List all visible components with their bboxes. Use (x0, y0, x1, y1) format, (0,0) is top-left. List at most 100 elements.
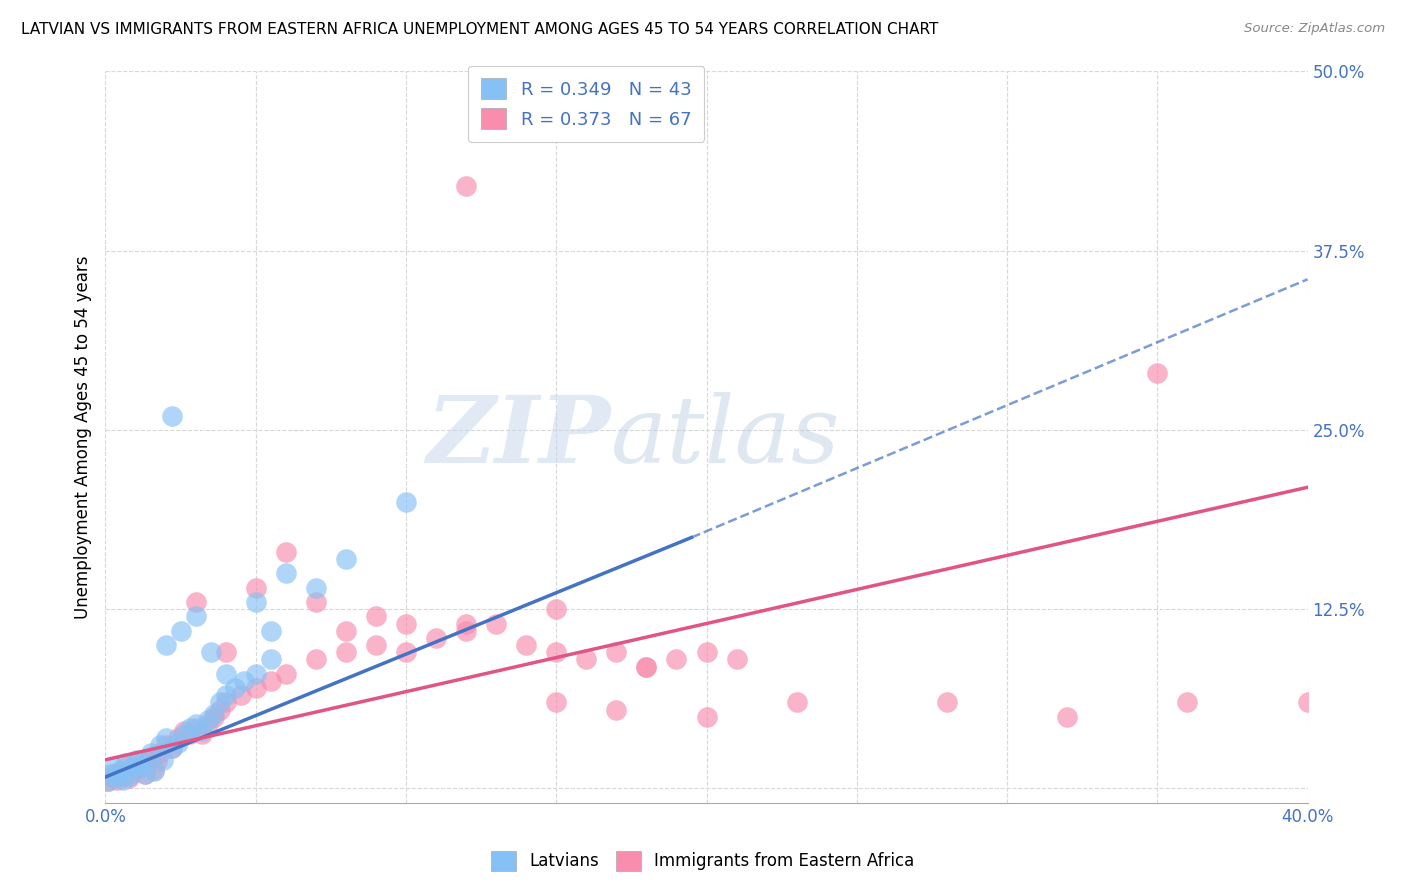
Point (128, 760, 150, 774)
Point (229, 688, 252, 702)
Point (274, 545, 297, 559)
Point (197, 713, 219, 727)
Point (139, 750, 162, 764)
Point (115, 760, 138, 774)
Legend: Latvians, Immigrants from Eastern Africa: Latvians, Immigrants from Eastern Africa (484, 842, 922, 880)
Point (184, 609, 207, 624)
Point (224, 681, 246, 695)
Point (786, 695, 808, 709)
Point (245, 595, 267, 609)
Point (148, 746, 170, 760)
Point (103, 767, 125, 781)
Point (124, 756, 146, 770)
Point (395, 616, 418, 631)
Point (142, 763, 165, 777)
Point (107, 770, 129, 784)
Point (121, 765, 143, 780)
Point (155, 739, 177, 753)
Point (136, 753, 159, 767)
Text: LATVIAN VS IMMIGRANTS FROM EASTERN AFRICA UNEMPLOYMENT AMONG AGES 45 TO 54 YEARS: LATVIAN VS IMMIGRANTS FROM EASTERN AFRIC… (21, 22, 938, 37)
Text: Source: ZipAtlas.com: Source: ZipAtlas.com (1244, 22, 1385, 36)
Point (145, 754, 167, 768)
Point (173, 727, 195, 741)
Point (245, 581, 267, 595)
Point (515, 638, 537, 652)
Point (208, 695, 231, 709)
Point (665, 652, 688, 666)
Point (305, 581, 328, 595)
Point (112, 768, 135, 782)
Point (190, 724, 212, 739)
Point (395, 645, 418, 659)
Point (118, 768, 141, 782)
Point (274, 666, 297, 681)
Point (184, 721, 207, 735)
Y-axis label: Unemployment Among Ages 45 to 54 years: Unemployment Among Ages 45 to 54 years (73, 255, 91, 619)
Point (131, 756, 153, 770)
Point (100, 770, 122, 784)
Point (260, 624, 283, 638)
Point (364, 638, 387, 652)
Point (232, 673, 254, 688)
Point (454, 624, 477, 638)
Point (139, 746, 162, 760)
Point (155, 638, 177, 652)
Point (103, 760, 125, 774)
Point (335, 552, 357, 566)
Point (696, 710, 718, 724)
Point (112, 772, 135, 787)
Point (546, 645, 568, 659)
Point (1296, 695, 1319, 709)
Point (142, 764, 165, 779)
Point (184, 595, 207, 609)
Point (107, 772, 129, 787)
Point (214, 645, 236, 659)
Point (605, 645, 627, 659)
Point (696, 645, 718, 659)
Point (173, 724, 195, 739)
Point (208, 702, 231, 716)
Point (214, 666, 236, 681)
Point (115, 756, 138, 770)
Point (245, 666, 267, 681)
Point (134, 767, 156, 781)
Point (160, 741, 183, 756)
Point (97, 774, 120, 789)
Point (260, 673, 283, 688)
Point (200, 645, 222, 659)
Point (636, 659, 658, 673)
Point (546, 695, 568, 709)
Text: ZIP: ZIP (426, 392, 610, 482)
Point (454, 179, 477, 194)
Point (131, 758, 153, 772)
Point (197, 717, 219, 731)
Point (202, 706, 225, 721)
Point (485, 616, 508, 631)
Point (214, 695, 236, 709)
Point (128, 761, 150, 775)
Point (166, 731, 188, 746)
Point (214, 688, 236, 702)
Point (100, 767, 122, 781)
Point (148, 739, 170, 753)
Point (118, 772, 141, 786)
Point (179, 721, 201, 735)
Point (134, 767, 156, 781)
Point (575, 652, 598, 666)
Point (274, 566, 297, 581)
Point (160, 409, 183, 423)
Point (179, 727, 201, 741)
Point (1175, 695, 1198, 709)
Point (152, 753, 174, 767)
Point (110, 764, 132, 779)
Point (1146, 366, 1168, 380)
Point (184, 717, 207, 731)
Point (335, 645, 357, 659)
Point (169, 624, 191, 638)
Point (124, 753, 146, 767)
Point (454, 616, 477, 631)
Point (364, 609, 387, 624)
Point (155, 731, 177, 746)
Point (605, 702, 627, 716)
Point (546, 602, 568, 616)
